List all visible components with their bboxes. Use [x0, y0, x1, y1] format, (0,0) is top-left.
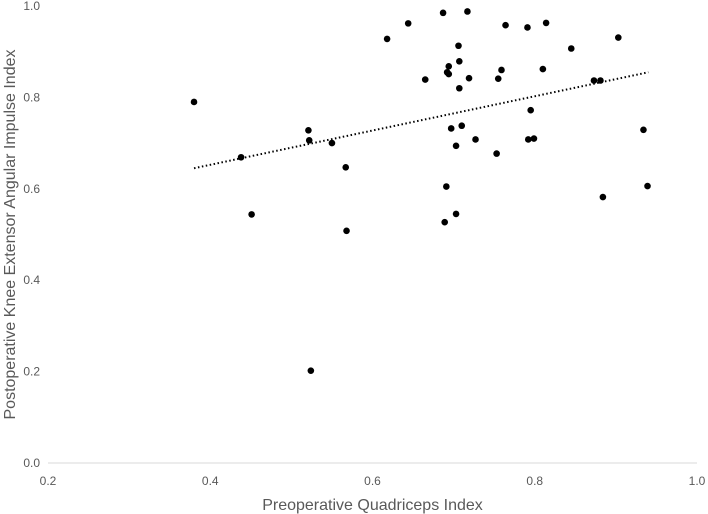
data-point — [452, 142, 460, 150]
data-point — [307, 367, 315, 374]
data-point — [493, 150, 500, 157]
data-point — [524, 136, 532, 143]
x-tick-label: 0.6 — [364, 474, 381, 488]
data-point — [539, 65, 547, 73]
y-tick-label: 0.6 — [23, 182, 40, 196]
y-tick-label: 0.0 — [23, 456, 40, 470]
data-point — [502, 21, 509, 29]
y-tick-label: 0.4 — [23, 273, 40, 287]
data-point — [343, 227, 350, 235]
data-point — [498, 66, 505, 74]
data-point — [441, 218, 449, 226]
y-tick-label: 0.8 — [23, 90, 40, 104]
trendline — [193, 71, 649, 170]
data-point — [456, 84, 463, 92]
data-point — [524, 24, 531, 31]
x-tick-label: 0.8 — [526, 474, 543, 488]
data-point — [455, 42, 462, 50]
data-point — [464, 8, 471, 15]
data-point — [328, 139, 336, 147]
y-tick-label: 1.0 — [23, 0, 40, 13]
trendline-group — [193, 71, 649, 170]
data-point — [447, 125, 455, 132]
data-point — [458, 122, 466, 130]
data-point — [404, 20, 412, 27]
data-point — [644, 182, 651, 190]
x-tick-label: 0.4 — [202, 474, 219, 488]
data-point — [421, 76, 429, 83]
data-point — [456, 57, 463, 65]
data-point — [615, 34, 622, 41]
data-point — [443, 183, 450, 190]
data-point — [640, 126, 647, 134]
data-point — [439, 9, 447, 17]
data-point — [342, 164, 350, 171]
data-points-group — [190, 8, 651, 374]
data-point — [237, 153, 245, 161]
data-point — [305, 127, 312, 134]
data-point — [465, 74, 473, 82]
data-point — [590, 77, 598, 84]
data-point — [597, 77, 604, 84]
data-point — [452, 210, 460, 218]
x-tick-label: 1.0 — [689, 474, 706, 488]
x-tick-label: 0.2 — [40, 474, 57, 488]
data-point — [445, 63, 453, 70]
data-point — [248, 211, 255, 218]
x-axis-title: Preoperative Quadriceps Index — [262, 497, 483, 514]
data-point — [383, 35, 391, 43]
y-tick-label: 0.2 — [23, 365, 40, 379]
data-point — [305, 137, 313, 144]
y-axis-title: Postoperative Knee Extensor Angular Impu… — [2, 50, 19, 420]
axes-group: 0.2 0.4 0.6 0.8 1.00.00.20.40.60.81.0 — [23, 0, 705, 488]
data-point — [542, 19, 550, 27]
data-point — [472, 136, 479, 143]
data-point — [445, 70, 453, 78]
data-point — [530, 135, 538, 142]
data-point — [494, 75, 502, 82]
data-point — [190, 98, 198, 106]
data-point — [599, 193, 607, 201]
data-point — [567, 45, 575, 52]
data-point — [527, 106, 534, 114]
